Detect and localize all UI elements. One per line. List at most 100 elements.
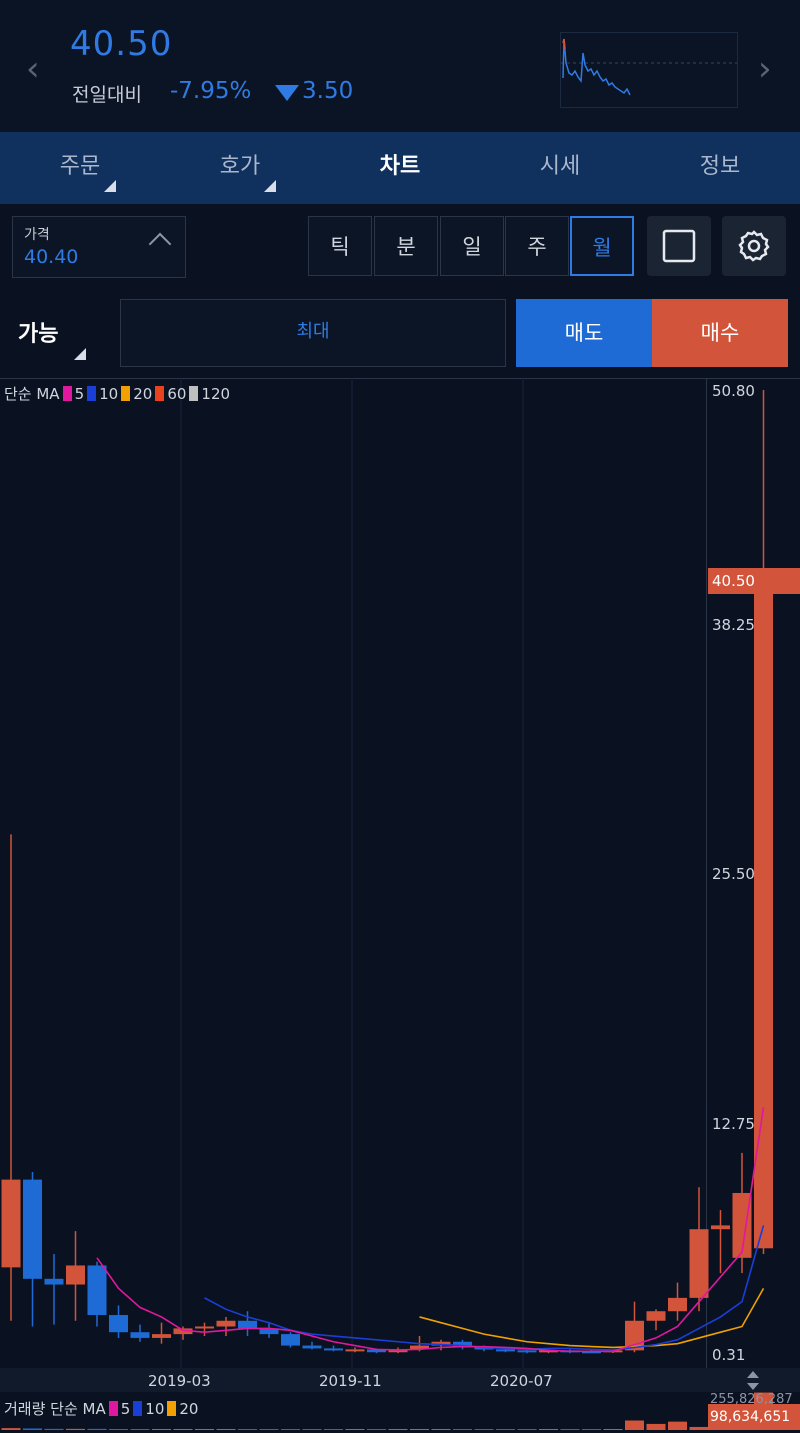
volume-bar xyxy=(668,1421,687,1430)
vol-ma5-label: 5 xyxy=(120,1399,131,1418)
scroll-arrows-icon[interactable] xyxy=(747,1371,759,1390)
volume-max-label: 255,826,287 xyxy=(710,1392,793,1407)
volume-bar xyxy=(195,1429,214,1430)
candle-body xyxy=(732,1192,752,1258)
candle-body xyxy=(646,1311,666,1321)
y-tick: 50.80 xyxy=(712,382,755,400)
candle-body xyxy=(582,1351,601,1354)
ma-legend: 단순 MA 5 10 20 60 120 xyxy=(4,383,230,404)
ma120-label: 120 xyxy=(201,384,231,403)
volume-bar xyxy=(582,1429,601,1430)
ma20-swatch xyxy=(121,386,131,401)
tab-chart[interactable]: 차트 xyxy=(320,132,480,204)
candle-body xyxy=(474,1347,494,1350)
ma60-label: 60 xyxy=(167,384,187,403)
price-selector-label: 가격 xyxy=(24,227,50,243)
ma5-swatch xyxy=(62,386,72,401)
tab-orderbook[interactable]: 호가 xyxy=(160,132,320,204)
gear-icon xyxy=(738,230,770,262)
candle-body xyxy=(431,1341,451,1346)
available-label[interactable]: 가능 xyxy=(18,322,59,347)
fullscreen-button[interactable] xyxy=(647,216,711,276)
volume-bar xyxy=(130,1429,150,1430)
candlestick-chart[interactable] xyxy=(0,378,800,1433)
candle-body xyxy=(1,1179,21,1268)
candle-body xyxy=(324,1348,343,1351)
candle-body xyxy=(216,1320,236,1327)
volume-legend: 거래량 단순 MA 5 10 20 xyxy=(4,1398,198,1419)
volume-bar xyxy=(689,1426,709,1430)
volume-bar xyxy=(259,1429,279,1430)
candle-body xyxy=(410,1345,429,1350)
period-tick-button[interactable]: 틱 xyxy=(308,216,372,276)
volume-bar xyxy=(216,1429,236,1430)
tab-quotes[interactable]: 시세 xyxy=(480,132,640,204)
candle-body xyxy=(453,1341,472,1348)
tab-quotes-label: 시세 xyxy=(539,154,581,179)
current-price: 40.50 xyxy=(70,24,173,64)
ma120-swatch xyxy=(189,386,199,401)
price-selector-value: 40.40 xyxy=(24,246,79,268)
period-week-button[interactable]: 주 xyxy=(505,216,569,276)
volume-bar xyxy=(388,1429,408,1430)
square-icon xyxy=(662,229,696,263)
prev-stock-chevron-icon[interactable]: ‹ xyxy=(26,49,40,89)
candle-body xyxy=(23,1179,42,1279)
price-selector[interactable] xyxy=(12,216,186,278)
change-percent: -7.95% xyxy=(170,78,252,104)
volume-bar xyxy=(324,1429,343,1430)
volume-bar xyxy=(1,1428,21,1430)
candle-group xyxy=(1,390,773,1354)
candle-body xyxy=(259,1328,279,1335)
volume-bar xyxy=(646,1423,666,1430)
period-month-button[interactable]: 월 xyxy=(570,216,634,276)
volume-bar xyxy=(23,1428,42,1430)
sell-button[interactable]: 매도 xyxy=(516,299,652,367)
tab-order-label: 주문 xyxy=(59,154,101,179)
volume-legend-prefix: 거래량 단순 MA xyxy=(4,1400,106,1418)
volume-bar xyxy=(410,1429,429,1430)
period-minute-button[interactable]: 분 xyxy=(374,216,438,276)
candle-body xyxy=(689,1229,709,1298)
vol-ma10-swatch xyxy=(133,1401,143,1416)
volume-bar xyxy=(603,1429,623,1430)
volume-bar xyxy=(173,1429,193,1430)
ma60-swatch xyxy=(155,386,165,401)
volume-bar xyxy=(44,1428,64,1430)
candle-body xyxy=(388,1349,408,1353)
volume-bar xyxy=(625,1420,644,1430)
candle-body xyxy=(130,1332,150,1338)
candle-body xyxy=(238,1320,257,1329)
vol-ma5-swatch xyxy=(108,1401,118,1416)
candle-body xyxy=(539,1350,558,1353)
candle-body xyxy=(754,586,773,1249)
max-quantity-button[interactable]: 최대 xyxy=(120,299,506,367)
main-tabs: 주문 호가 차트 시세 정보 xyxy=(0,132,800,204)
mini-chart[interactable] xyxy=(560,32,738,108)
x-tick: 2020-07 xyxy=(490,1372,553,1390)
tab-info-label: 정보 xyxy=(699,154,741,179)
vol-ma20-swatch xyxy=(167,1401,177,1416)
ma5-line xyxy=(96,1107,765,1353)
candle-body xyxy=(517,1350,537,1353)
x-tick: 2019-11 xyxy=(319,1372,382,1390)
volume-bar xyxy=(87,1428,107,1430)
candle-body xyxy=(109,1315,128,1333)
candle-body xyxy=(281,1334,300,1346)
volume-bar xyxy=(109,1429,128,1430)
chart-settings-button[interactable] xyxy=(722,216,786,276)
ma20-line xyxy=(419,1287,765,1349)
tab-order[interactable]: 주문 xyxy=(0,132,160,204)
next-stock-chevron-icon[interactable]: › xyxy=(758,49,772,89)
mini-chart-line xyxy=(561,38,737,96)
dropdown-corner-icon xyxy=(74,348,86,360)
candle-body xyxy=(44,1278,64,1285)
volume-bar xyxy=(302,1429,322,1430)
x-tick: 2019-03 xyxy=(148,1372,211,1390)
period-day-button[interactable]: 일 xyxy=(440,216,504,276)
buy-button[interactable]: 매수 xyxy=(652,299,788,367)
volume-bar xyxy=(453,1429,472,1430)
volume-bar xyxy=(281,1429,300,1430)
tab-info[interactable]: 정보 xyxy=(640,132,800,204)
volume-bar xyxy=(517,1429,537,1430)
